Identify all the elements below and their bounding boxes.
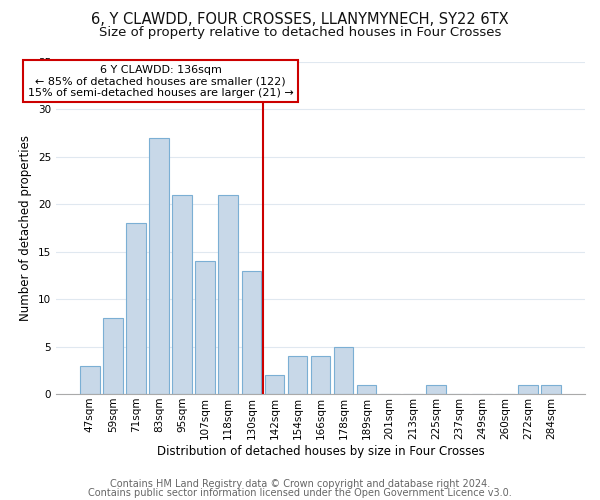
Bar: [149, 138, 169, 394]
Bar: [126, 223, 146, 394]
X-axis label: Distribution of detached houses by size in Four Crosses: Distribution of detached houses by size …: [157, 444, 484, 458]
Text: Size of property relative to detached houses in Four Crosses: Size of property relative to detached ho…: [99, 26, 501, 39]
Y-axis label: Number of detached properties: Number of detached properties: [19, 135, 32, 321]
Text: 6, Y CLAWDD, FOUR CROSSES, LLANYMYNECH, SY22 6TX: 6, Y CLAWDD, FOUR CROSSES, LLANYMYNECH, …: [91, 12, 509, 28]
Bar: [287, 356, 307, 394]
Bar: [196, 261, 215, 394]
Bar: [242, 270, 261, 394]
Bar: [103, 318, 123, 394]
Text: 6 Y CLAWDD: 136sqm
← 85% of detached houses are smaller (122)
15% of semi-detach: 6 Y CLAWDD: 136sqm ← 85% of detached hou…: [28, 65, 293, 98]
Bar: [265, 375, 284, 394]
Text: Contains HM Land Registry data © Crown copyright and database right 2024.: Contains HM Land Registry data © Crown c…: [110, 479, 490, 489]
Bar: [172, 194, 192, 394]
Bar: [334, 346, 353, 394]
Bar: [518, 384, 538, 394]
Bar: [541, 384, 561, 394]
Text: Contains public sector information licensed under the Open Government Licence v3: Contains public sector information licen…: [88, 488, 512, 498]
Bar: [218, 194, 238, 394]
Bar: [80, 366, 100, 394]
Bar: [426, 384, 446, 394]
Bar: [311, 356, 331, 394]
Bar: [357, 384, 376, 394]
